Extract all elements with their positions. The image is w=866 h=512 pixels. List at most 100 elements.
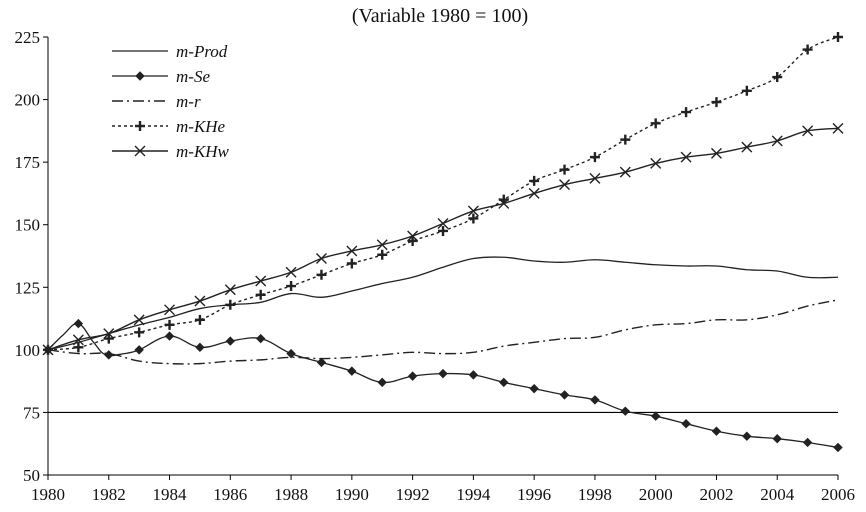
data-point-m-khe [377,249,388,260]
series-m-khw [42,122,844,356]
data-point-m-khw [72,334,84,346]
series-m-prod [47,256,839,351]
data-point-m-khe [650,118,661,129]
data-point-m-khe [438,225,448,236]
data-point-m-khw [589,172,601,184]
data-point-m-khe [407,235,418,246]
data-point-m-se [286,348,296,359]
series-line-m-r [47,299,839,365]
data-point-m-khw [832,122,844,134]
data-point-m-khe [164,319,175,330]
x-tick-label: 1990 [335,485,369,504]
data-point-m-khe [346,258,357,269]
data-point-m-khe [559,164,570,175]
data-point-m-khw [559,179,571,191]
data-point-m-khw [680,151,692,163]
x-tick-label: 2004 [760,485,795,504]
data-point-m-khe [316,269,327,280]
data-point-m-se [559,390,570,400]
series-m-se [43,318,843,453]
legend-item-m-khe: m-KHe [112,117,226,136]
data-point-m-se [73,318,84,329]
y-tick-label: 75 [23,403,40,422]
data-point-m-khe [681,107,692,118]
data-point-m-se [438,368,448,379]
legend-label-m-khe: m-KHe [176,117,226,136]
data-point-m-se [195,342,205,353]
data-point-m-khw [619,166,631,178]
series-line-m-khw [47,127,839,351]
data-point-m-khe [286,281,297,292]
series-line-m-se [47,322,839,449]
data-point-m-khw [741,141,753,153]
data-point-m-khw [315,253,327,264]
data-point-m-khe [589,152,600,163]
data-point-m-se [833,442,843,453]
data-point-m-se [499,377,509,388]
legend-item-m-r: m-r [112,92,201,111]
y-tick-label: 150 [15,216,41,235]
data-point-m-khe [103,333,114,344]
data-point-m-khw [710,147,722,159]
x-tick-label: 1986 [213,485,247,504]
data-point-m-khw [194,295,206,307]
data-point-m-khw [376,239,388,251]
x-tick-label: 2002 [699,485,733,504]
y-tick-label: 125 [15,278,41,297]
data-point-m-se [377,377,387,388]
data-point-m-khe [468,213,479,224]
data-point-m-se [104,350,114,360]
legend-item-m-khw: m-KHw [112,142,230,161]
data-point-m-se [681,418,691,429]
legend-item-m-se: m-Se [112,67,210,86]
data-point-m-khe [225,299,236,310]
x-tick-label: 1982 [92,485,126,504]
data-point-m-khe [802,44,813,55]
data-point-m-se [407,371,418,381]
data-point-m-khw [802,125,814,137]
series-layer [42,32,844,453]
data-point-m-se [468,370,479,380]
data-point-m-khe [772,72,783,83]
data-point-m-khw [771,135,783,147]
data-point-m-khw [498,197,510,209]
data-point-m-khe [620,134,631,145]
legend-label-m-khw: m-KHw [176,142,230,161]
chart-title: (Variable 1980 = 100) [352,5,528,27]
x-tick-label: 1984 [153,485,188,504]
data-point-m-khw [407,230,419,242]
data-point-m-se [255,333,266,344]
legend-marker-m-khw [134,145,146,157]
data-point-m-khw [133,314,145,326]
legend-label-m-se: m-Se [176,67,210,86]
data-point-m-se [772,434,782,444]
data-point-m-khe [255,289,266,300]
data-point-m-khw [467,205,479,217]
data-point-m-khw [103,328,115,340]
data-point-m-khe [134,327,145,338]
series-m-r [47,299,839,365]
legend-item-m-prod: m-Prod [112,42,228,61]
data-point-m-khe [73,342,84,353]
data-point-m-se [347,366,357,376]
data-point-m-khw [437,217,449,229]
series-line-m-khe [47,36,839,351]
legend: m-Prod m-Se m-r m-KHe m-KHw [112,42,230,161]
data-point-m-se [164,331,175,341]
data-point-m-khw [528,187,540,199]
legend-label-m-prod: m-Prod [176,42,228,61]
legend-marker-m-se [135,71,145,81]
legend-label-m-r: m-r [176,92,201,111]
data-point-m-khw [255,275,267,287]
y-tick-label: 200 [15,91,41,110]
data-point-m-khe [833,32,843,42]
data-point-m-se [650,411,661,421]
data-point-m-khw [346,245,358,257]
data-point-m-se [742,431,752,441]
data-point-m-khe [711,97,722,108]
x-tick-label: 1992 [396,485,430,504]
x-tick-label: 2006 [821,485,855,504]
x-tick-label: 1988 [274,485,308,504]
x-tick-label: 1980 [31,485,65,504]
